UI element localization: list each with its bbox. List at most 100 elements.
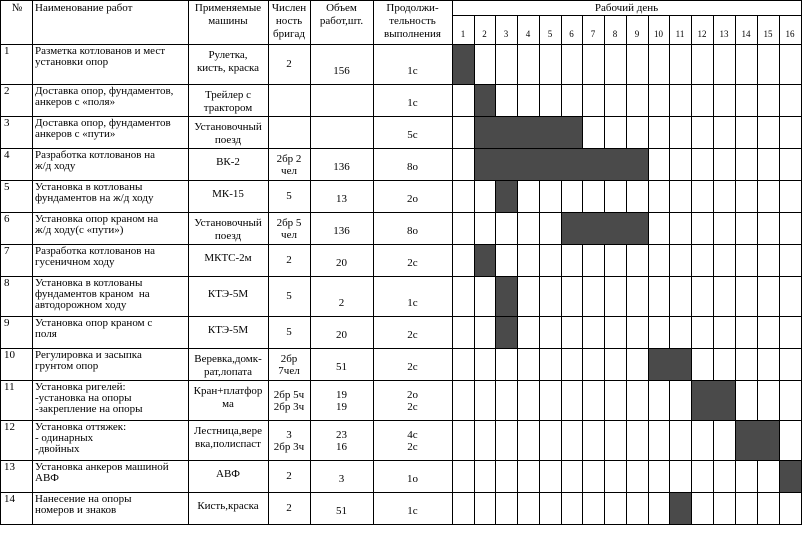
row-number: 9 (4, 317, 10, 329)
brigade-count: 2бр 5ч (273, 389, 305, 401)
row-number: 7 (4, 245, 10, 257)
day-number: 6 (569, 29, 574, 39)
row-divider (0, 44, 802, 45)
gantt-bar (496, 317, 517, 348)
duration: 1с (407, 505, 418, 517)
machine-name: Лестница,вере (194, 425, 262, 437)
row-divider (0, 84, 802, 85)
row-number: 14 (4, 493, 15, 505)
day-column-divider (669, 15, 670, 525)
work-name: ж/д ходу(с «пути») (35, 224, 124, 236)
row-number: 1 (4, 45, 10, 57)
machine-name: КТЭ-5М (207, 288, 249, 300)
day-number: 16 (785, 29, 795, 39)
day-column-divider (604, 15, 605, 525)
work-volume: 13 (336, 193, 347, 205)
work-name: гусеничном ходу (35, 256, 115, 268)
work-name: установки опор (35, 56, 109, 68)
header-volume-1: Объем (326, 2, 357, 14)
work-name: Установка анкеров машиной (35, 461, 169, 473)
gantt-bar (649, 349, 691, 380)
header-duration-3: выполнения (384, 28, 441, 40)
work-name: Установка ригелей: (35, 381, 126, 393)
work-name: Доставка опор, фундаментов, (35, 85, 174, 97)
brigade-count: 2 (286, 470, 292, 482)
machine-name: ВК-2 (216, 156, 240, 168)
day-number: 2 (482, 29, 487, 39)
work-volume: 51 (336, 505, 347, 517)
brigade-count: 2 (286, 254, 292, 266)
work-volume: 3 (338, 473, 345, 485)
header-num: № (11, 2, 23, 14)
row-number: 12 (4, 421, 15, 433)
brigade-count: 2бр 2 (276, 153, 302, 165)
machine-name: Трейлер с (204, 89, 252, 101)
work-name: поля (35, 328, 57, 340)
work-name: фундаментов краном на (35, 288, 150, 300)
duration: 2с (407, 401, 418, 413)
header-machines-1: Применяемые (194, 2, 262, 14)
day-column-divider (735, 15, 736, 525)
work-name: грунтом опор (35, 360, 99, 372)
work-name: - одинарных (35, 432, 94, 444)
gantt-bar (453, 45, 474, 84)
brigade-count: 2бр (280, 353, 298, 365)
day-number: 1 (460, 29, 466, 39)
header-duration-1: Продолжи- (386, 2, 439, 14)
day-number: 9 (634, 29, 640, 39)
gantt-bar (475, 245, 495, 276)
machine-name: Рулетка, (208, 49, 248, 61)
row-divider (0, 180, 802, 181)
machine-name: МКТС-2м (204, 252, 252, 264)
duration: 2о (407, 389, 418, 401)
gantt-bar (670, 493, 691, 524)
day-number: 11 (675, 29, 685, 39)
duration: 5с (407, 129, 418, 141)
work-volume: 20 (336, 329, 347, 341)
work-name: -двойных (35, 443, 80, 455)
day-number: 15 (763, 29, 773, 39)
day-column-divider (495, 15, 496, 525)
column-divider (188, 0, 189, 525)
work-name: Установка опор краном на (35, 213, 159, 225)
duration: 1о (407, 473, 418, 485)
row-divider (0, 420, 802, 421)
column-divider (0, 0, 1, 525)
header-brigades-1: Числен (271, 2, 307, 14)
work-volume: 2 (338, 297, 345, 309)
brigade-count: 2бр 3ч (273, 401, 305, 413)
column-divider (268, 0, 269, 525)
header-brigades-2: ность (275, 15, 303, 27)
gantt-bar (692, 381, 735, 420)
workday-divider (452, 15, 802, 16)
work-volume: 16 (336, 441, 347, 453)
row-divider (0, 244, 802, 245)
day-column-divider (474, 15, 475, 525)
column-divider (452, 0, 453, 525)
header-workday: Рабочий день (594, 2, 659, 14)
brigade-count: 5 (286, 326, 292, 338)
gantt-bar (736, 421, 779, 460)
day-column-divider (713, 15, 714, 525)
day-column-divider (626, 15, 627, 525)
work-volume: 51 (336, 361, 347, 373)
row-divider (0, 524, 802, 525)
row-divider (0, 0, 802, 1)
work-name: -закрепление на опоры (35, 403, 143, 415)
work-name: фундаментов на ж/д ходу (35, 192, 154, 204)
day-number: 5 (547, 29, 553, 39)
machine-name: ма (222, 398, 234, 410)
brigade-count: 2бр 5 (276, 217, 302, 229)
row-number: 4 (4, 149, 10, 161)
work-volume: 136 (333, 225, 350, 237)
day-column-divider (757, 15, 758, 525)
day-number: 8 (612, 29, 618, 39)
column-divider (32, 0, 33, 525)
row-divider (0, 492, 802, 493)
row-number: 8 (4, 277, 10, 289)
work-name: Разработка котлованов на (35, 245, 155, 257)
brigade-count: 3 (286, 429, 292, 441)
machine-name: Кисть,краска (197, 500, 259, 512)
day-column-divider (691, 15, 692, 525)
day-number: 12 (697, 29, 707, 39)
